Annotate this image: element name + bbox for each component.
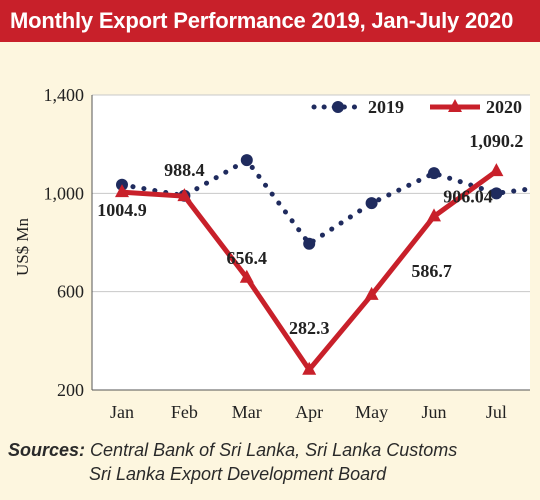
series-2019-line (119, 156, 537, 248)
sources-line2: Sri Lanka Export Development Board (89, 464, 387, 484)
y-tick-label: 600 (57, 282, 84, 302)
legend-2020-marker (448, 99, 462, 112)
legend-2019-label: 2019 (368, 97, 404, 117)
x-tick-labels: Jan Feb Mar Apr May Jun Jul (110, 402, 507, 422)
series-2019-point (490, 187, 503, 200)
series-2020-point (364, 286, 379, 300)
x-tick-label: Jul (486, 402, 507, 422)
x-tick-label: Apr (295, 402, 323, 422)
series-2019-point (240, 154, 253, 167)
x-tick-label: Jan (110, 402, 134, 422)
x-tick-label: Feb (171, 402, 198, 422)
sources-line1: Central Bank of Sri Lanka, Sri Lanka Cus… (90, 440, 458, 460)
sources-label: Sources: (8, 440, 86, 460)
series-2020-point (302, 361, 317, 375)
series-2020-point (115, 184, 129, 198)
data-label: 282.3 (289, 318, 330, 338)
series-2019 (116, 154, 537, 250)
series-2019-point (428, 167, 440, 180)
series-2020-point (427, 208, 441, 222)
y-tick-label: 1,400 (44, 85, 85, 105)
y-tick-label: 200 (57, 380, 84, 400)
legend-2019-marker (332, 101, 344, 113)
data-label: 988.4 (164, 160, 205, 180)
sources-note: Sources: Central Bank of Sri Lanka, Sri … (8, 438, 538, 486)
chart-title-bar: Monthly Export Performance 2019, Jan-Jul… (0, 0, 540, 42)
y-tick-label: 1,000 (44, 183, 85, 203)
line-chart: 200 600 1,000 1,400 Jan Feb Mar Apr May Jun Jul U… (13, 85, 537, 422)
data-label: 656.4 (227, 248, 268, 268)
y-tick-labels: 200 600 1,000 1,400 (44, 85, 85, 400)
chart-title: Monthly Export Performance 2019, Jan-Jul… (10, 8, 514, 33)
series-2020-point (177, 188, 192, 202)
x-tick-label: Jun (421, 402, 446, 422)
y-axis-label: US$ Mn (13, 217, 32, 276)
x-tick-label: May (355, 402, 388, 422)
series-2019-point (365, 197, 378, 210)
data-label: 1004.9 (97, 200, 147, 220)
legend-2020-label: 2020 (486, 97, 522, 117)
series-2020 (115, 163, 504, 375)
x-tick-label: Mar (232, 402, 262, 422)
data-label: 1,090.2 (469, 131, 523, 151)
series-2020-point (489, 163, 504, 177)
data-label: 906.04 (443, 186, 493, 206)
data-labels: 1004.9 988.4 656.4 282.3 586.7 906.04 1,090.2 (97, 131, 523, 338)
axes (91, 95, 530, 391)
series-2020-point (239, 269, 254, 283)
data-label: 586.7 (411, 261, 452, 281)
legend: 2019 2020 (311, 97, 522, 117)
series-2019-point (303, 237, 316, 250)
